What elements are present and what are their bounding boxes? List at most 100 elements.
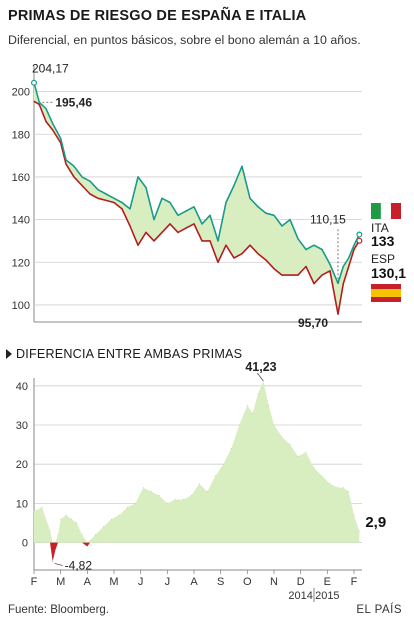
x-tick-label-3: M — [109, 576, 118, 588]
data-point-ita — [257, 206, 259, 208]
data-point — [198, 483, 200, 485]
data-point-esp — [65, 163, 67, 165]
data-point-esp — [121, 208, 123, 210]
difference-area — [34, 381, 360, 543]
data-point-esp — [281, 274, 283, 276]
x-tick-label-5: J — [165, 576, 171, 588]
data-point-esp — [305, 265, 307, 268]
data-point — [54, 549, 56, 551]
data-point-ita — [193, 206, 195, 208]
legend-label-esp: ESP — [371, 252, 395, 266]
annotation-ita-min: 110,15 — [310, 212, 346, 226]
data-point — [76, 522, 78, 524]
data-point-ita — [137, 176, 139, 178]
data-point-ita — [169, 201, 171, 204]
data-point — [81, 534, 83, 536]
data-point-esp — [201, 240, 203, 242]
data-point-esp — [289, 274, 291, 276]
x-tick-label-12: F — [351, 576, 358, 588]
data-point-esp — [33, 100, 35, 102]
marker-max-ita — [31, 79, 38, 86]
data-point — [166, 502, 168, 504]
data-point-esp — [161, 231, 163, 233]
data-point-ita — [129, 208, 131, 210]
data-point-ita — [305, 248, 307, 251]
data-point-esp — [337, 313, 339, 315]
data-point-esp — [169, 223, 171, 225]
data-point — [126, 506, 128, 508]
data-point — [273, 424, 275, 426]
data-point-ita — [225, 201, 227, 204]
spain-flag-top — [371, 284, 401, 289]
y-tick-label-100: 100 — [12, 300, 30, 312]
annotation-last: 2,9 — [365, 514, 386, 531]
annotation-max: 41,23 — [245, 360, 276, 374]
end-marker-ita — [356, 231, 363, 238]
data-point-ita — [329, 263, 331, 265]
data-point — [86, 546, 88, 547]
data-point — [142, 487, 144, 489]
annotation-esp-min: 95,70 — [298, 316, 328, 330]
data-point — [206, 491, 208, 493]
data-point-esp — [73, 176, 75, 178]
data-point-esp — [45, 120, 47, 123]
data-point-ita — [161, 197, 163, 199]
data-point-esp — [329, 270, 331, 272]
data-point-ita — [353, 244, 355, 246]
y-tick-label-120: 120 — [12, 257, 30, 269]
annotation-esp-start: 195,46 — [55, 95, 92, 109]
data-point — [222, 463, 224, 465]
data-point-ita — [342, 265, 344, 268]
data-point — [190, 495, 192, 497]
data-point-esp — [257, 253, 259, 255]
section-marker-icon — [6, 349, 12, 359]
data-point — [257, 393, 259, 395]
annotation-ita-start: 204,17 — [32, 62, 69, 76]
data-point — [174, 499, 176, 500]
data-point-ita — [73, 165, 75, 167]
data-point-esp — [105, 199, 107, 201]
data-point — [238, 424, 240, 426]
section-title: DIFERENCIA ENTRE AMBAS PRIMAS — [16, 347, 242, 361]
x-tick-label-6: A — [190, 576, 198, 588]
publisher-name: EL PAÍS — [356, 604, 402, 616]
annotation-min: -4,82 — [65, 558, 93, 572]
data-point — [305, 451, 307, 453]
data-point-esp — [313, 283, 315, 285]
data-point — [182, 499, 184, 500]
y-tick-label-140: 140 — [12, 215, 30, 227]
data-point-esp — [89, 193, 91, 195]
spain-flag-bottom — [371, 297, 401, 302]
data-point-esp — [177, 231, 179, 233]
x-tick-label-0: F — [31, 576, 38, 588]
data-point — [89, 540, 91, 542]
data-point-ita — [60, 137, 62, 140]
data-point-ita — [45, 108, 47, 110]
x-tick-label-9: N — [270, 576, 278, 588]
data-point — [49, 530, 51, 532]
data-point-ita — [81, 176, 83, 178]
negative-difference-area — [50, 542, 90, 562]
data-point — [321, 475, 323, 477]
data-point-esp — [348, 265, 350, 268]
data-point-ita — [201, 223, 203, 225]
annotation-leader-min — [54, 563, 63, 566]
data-point-ita — [153, 219, 155, 221]
legend-label-ita: ITA — [371, 221, 389, 235]
data-point-ita — [113, 197, 115, 199]
x-tick-label-4: J — [138, 576, 144, 588]
data-point — [230, 448, 232, 449]
data-point-ita — [121, 201, 123, 204]
data-point — [118, 514, 120, 516]
data-point — [41, 506, 43, 508]
data-point-esp — [113, 201, 115, 204]
data-point-ita — [52, 123, 54, 125]
y-tick-label-180: 180 — [12, 129, 30, 141]
italy-flag-red — [391, 203, 401, 219]
data-point-esp — [97, 197, 99, 199]
data-point — [342, 487, 344, 489]
legend-value-ita: 133 — [371, 233, 395, 249]
data-point-ita — [297, 238, 299, 240]
